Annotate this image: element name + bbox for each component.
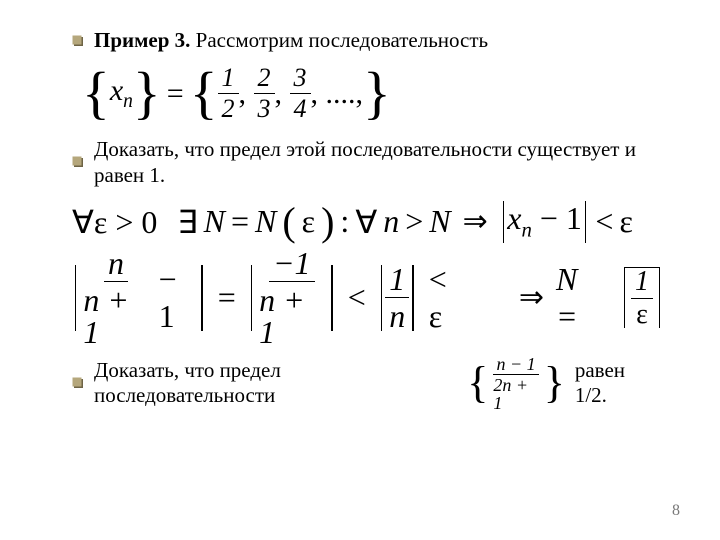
epsilon-definition: ∀ε > 0 ∃N = N(ε) : ∀n > N ⇒ xn − 1 < ε [72,201,660,243]
paragraph-1: Доказать, что предел этой последовательн… [94,136,660,189]
bullet-icon [72,377,84,389]
sequence-formula: { xn } = { 12 , 23 , 34 , ...., } [82,65,660,122]
bullet-icon [72,35,84,47]
heading-bold: Пример 3. [94,28,190,52]
exercise-line: Доказать, что предел последовательности … [72,355,660,412]
paragraph-2a: Доказать, что предел последовательности [94,358,457,408]
bullet-icon [72,156,84,168]
page-number: 8 [672,502,680,520]
heading-rest: Рассмотрим последовательность [190,28,488,52]
page-title: Пример 3. Рассмотрим последовательность [94,28,488,53]
proof-line: nn + 1 − 1 = −1n + 1 < 1n < ε ⇒ N = 1ε [72,261,660,335]
paragraph-2b: равен 1/2. [575,358,660,408]
